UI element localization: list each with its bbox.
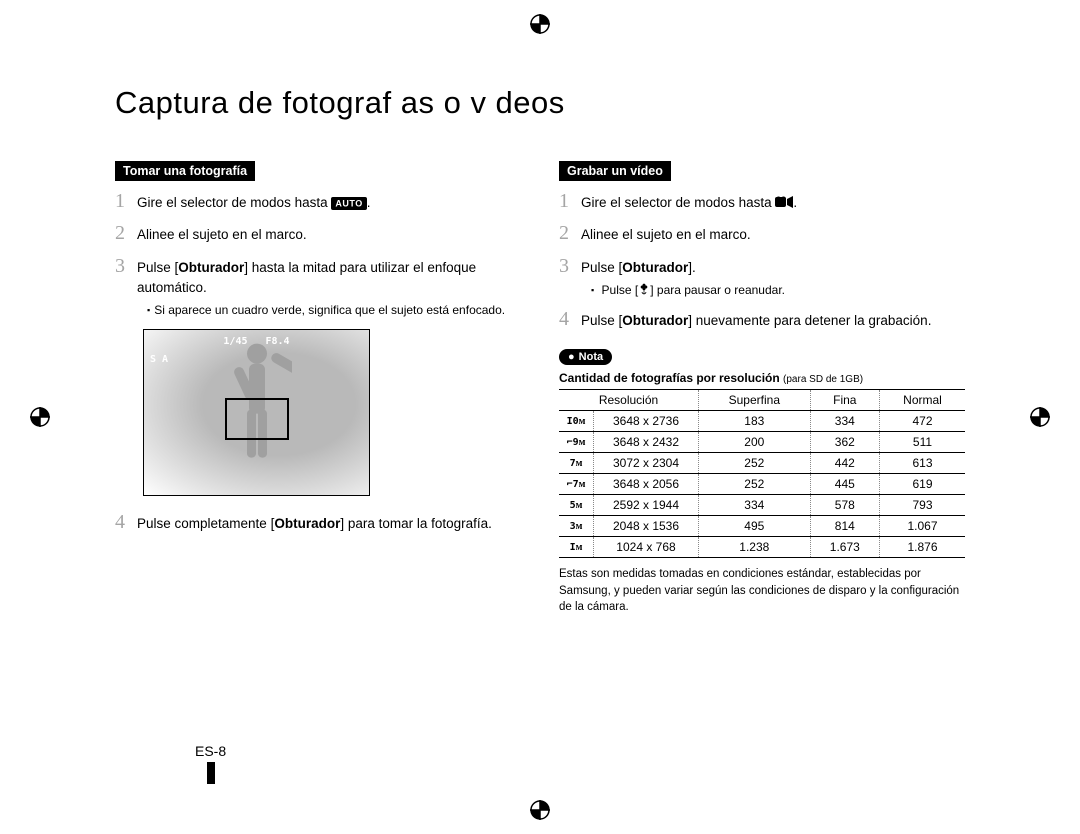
step-substep: Si aparece un cuadro verde, significa qu… xyxy=(137,301,521,319)
resolution-icon: ⌐9ᴍ xyxy=(559,432,594,453)
table-cell: 200 xyxy=(699,432,811,453)
table-cell: 511 xyxy=(879,432,965,453)
step-text: Pulse [Obturador] nuevamente para detene… xyxy=(581,309,965,331)
table-cell: 1.067 xyxy=(879,516,965,537)
table-header: Resolución xyxy=(559,390,699,411)
table-header: Superfina xyxy=(699,390,811,411)
resolution-icon: 7ᴍ xyxy=(559,453,594,474)
step-number: 2 xyxy=(115,223,137,243)
step-number: 4 xyxy=(115,512,137,532)
table-row: ⌐7ᴍ3648 x 2056252445619 xyxy=(559,474,965,495)
registration-mark-icon xyxy=(30,407,50,427)
step-substep: Pulse [] para pausar o reanudar. xyxy=(581,281,965,299)
auto-mode-badge-icon: AUTO xyxy=(331,197,366,210)
table-cell: 1.673 xyxy=(810,537,879,558)
step-text: Pulse [Obturador]. Pulse [] para pausar … xyxy=(581,256,965,299)
registration-mark-icon xyxy=(530,800,550,820)
resolution-value: 2048 x 1536 xyxy=(594,516,699,537)
step-number: 3 xyxy=(559,256,581,276)
steps-list-photo-continued: 4 Pulse completamente [Obturador] para t… xyxy=(115,512,521,534)
table-cell: 442 xyxy=(810,453,879,474)
section-heading-photo: Tomar una fotografía xyxy=(115,161,255,181)
table-cell: 1.876 xyxy=(879,537,965,558)
table-cell: 445 xyxy=(810,474,879,495)
table-row: 7ᴍ3072 x 2304252442613 xyxy=(559,453,965,474)
step-text: Gire el selector de modos hasta AUTO. xyxy=(137,191,521,213)
resolution-icon: Iᴍ xyxy=(559,537,594,558)
overlay-side-icons: S A xyxy=(150,354,168,365)
resolution-value: 3648 x 2432 xyxy=(594,432,699,453)
table-row: I0ᴍ3648 x 2736183334472 xyxy=(559,411,965,432)
page-number: ES-8 xyxy=(195,743,226,784)
macro-flower-icon xyxy=(638,283,650,295)
table-cell: 334 xyxy=(810,411,879,432)
resolution-icon: 5ᴍ xyxy=(559,495,594,516)
resolution-value: 1024 x 768 xyxy=(594,537,699,558)
table-cell: 793 xyxy=(879,495,965,516)
table-cell: 252 xyxy=(699,474,811,495)
note-badge: Nota xyxy=(559,349,612,365)
steps-list-photo: 1 Gire el selector de modos hasta AUTO. … xyxy=(115,191,521,319)
resolution-table: Resolución Superfina Fina Normal I0ᴍ3648… xyxy=(559,389,965,558)
table-row: 3ᴍ2048 x 15364958141.067 xyxy=(559,516,965,537)
table-cell: 814 xyxy=(810,516,879,537)
video-mode-icon xyxy=(775,196,793,208)
page-title: Captura de fotograf as o v deos xyxy=(115,85,965,121)
table-cell: 252 xyxy=(699,453,811,474)
table-cell: 183 xyxy=(699,411,811,432)
registration-mark-icon xyxy=(530,14,550,34)
table-cell: 613 xyxy=(879,453,965,474)
section-heading-video: Grabar un vídeo xyxy=(559,161,671,181)
table-cell: 362 xyxy=(810,432,879,453)
step-text: Pulse [Obturador] hasta la mitad para ut… xyxy=(137,256,521,320)
resolution-value: 3648 x 2056 xyxy=(594,474,699,495)
steps-list-video: 1 Gire el selector de modos hasta . 2 Al… xyxy=(559,191,965,331)
table-cell: 1.238 xyxy=(699,537,811,558)
resolution-value: 3072 x 2304 xyxy=(594,453,699,474)
step-number: 1 xyxy=(559,191,581,211)
step-text: Alinee el sujeto en el marco. xyxy=(581,223,965,245)
table-cell: 495 xyxy=(699,516,811,537)
overlay-shutter: 1/45 xyxy=(223,336,247,347)
registration-mark-icon xyxy=(1030,407,1050,427)
resolution-icon: ⌐7ᴍ xyxy=(559,474,594,495)
step-text: Gire el selector de modos hasta . xyxy=(581,191,965,213)
table-header: Fina xyxy=(810,390,879,411)
table-header: Normal xyxy=(879,390,965,411)
table-row: 5ᴍ2592 x 1944334578793 xyxy=(559,495,965,516)
step-number: 1 xyxy=(115,191,137,211)
table-cell: 578 xyxy=(810,495,879,516)
table-cell: 334 xyxy=(699,495,811,516)
resolution-value: 3648 x 2736 xyxy=(594,411,699,432)
table-cell: 472 xyxy=(879,411,965,432)
table-cell: 619 xyxy=(879,474,965,495)
step-text: Alinee el sujeto en el marco. xyxy=(137,223,521,245)
step-text: Pulse completamente [Obturador] para tom… xyxy=(137,512,521,534)
table-row: ⌐9ᴍ3648 x 2432200362511 xyxy=(559,432,965,453)
step-number: 2 xyxy=(559,223,581,243)
camera-preview-illustration: 1/45 F8.4 S A xyxy=(143,329,370,496)
step-number: 4 xyxy=(559,309,581,329)
resolution-value: 2592 x 1944 xyxy=(594,495,699,516)
table-caption: Cantidad de fotografías por resolución (… xyxy=(559,371,965,385)
table-footnote: Estas son medidas tomadas en condiciones… xyxy=(559,566,965,616)
step-number: 3 xyxy=(115,256,137,276)
overlay-aperture: F8.4 xyxy=(266,336,290,347)
table-row: Iᴍ1024 x 7681.2381.6731.876 xyxy=(559,537,965,558)
resolution-icon: I0ᴍ xyxy=(559,411,594,432)
focus-rectangle-icon xyxy=(225,398,289,440)
resolution-icon: 3ᴍ xyxy=(559,516,594,537)
